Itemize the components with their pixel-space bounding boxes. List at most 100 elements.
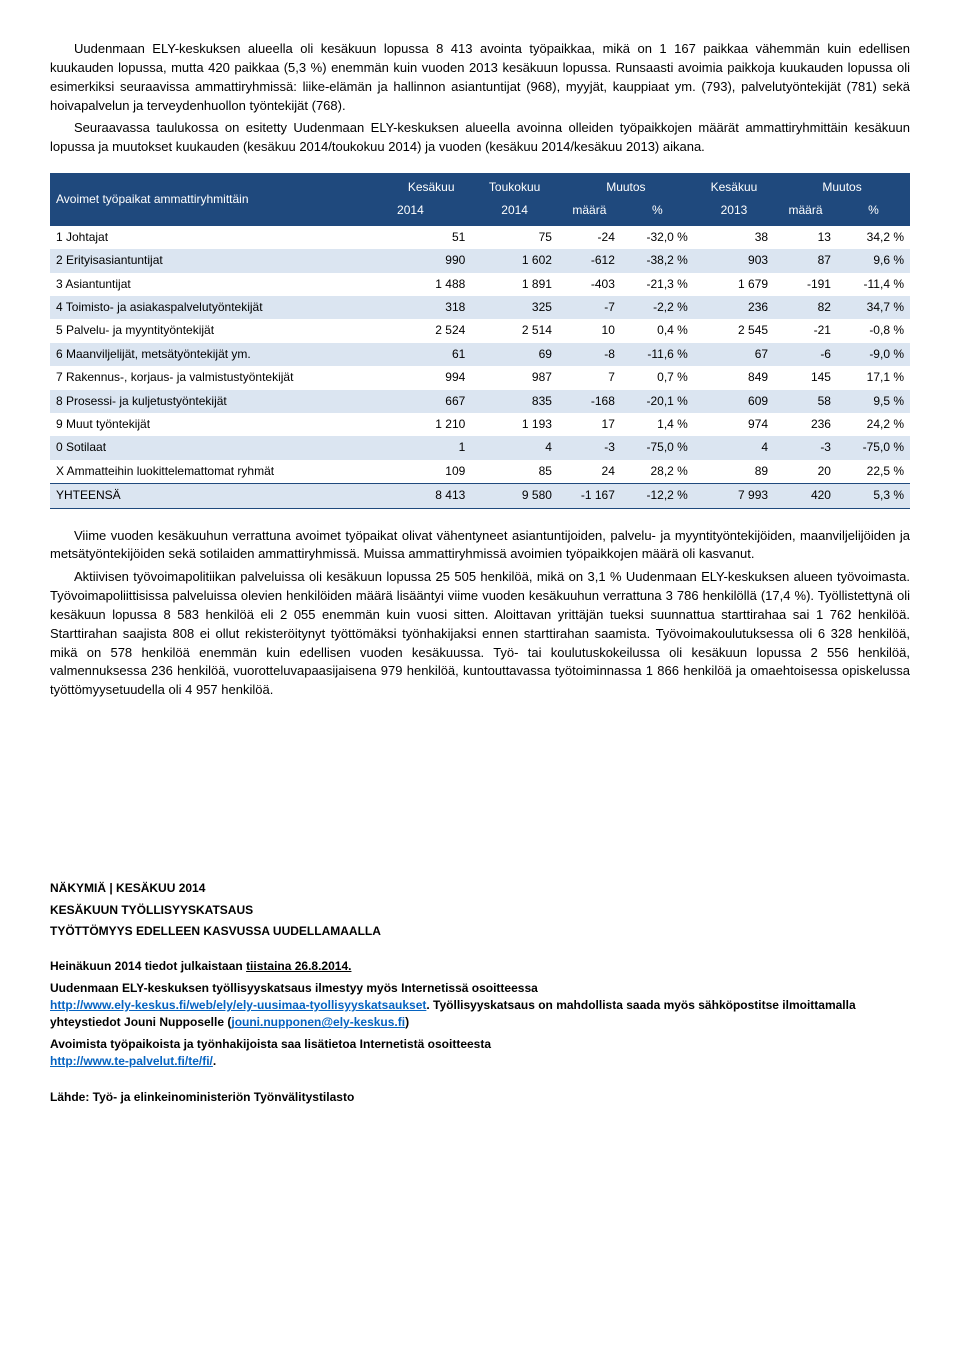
row-label: 8 Prosessi- ja kuljetustyöntekijät [50, 390, 391, 413]
row-value: 2 545 [694, 319, 774, 342]
table-row: 5 Palvelu- ja myyntityöntekijät2 5242 51… [50, 319, 910, 342]
row-label: 6 Maanviljelijät, metsätyöntekijät ym. [50, 343, 391, 366]
footer-link3[interactable]: http://www.te-palvelut.fi/te/fi/ [50, 1054, 213, 1068]
row-value: -11,4 % [837, 273, 910, 296]
row-value: 609 [694, 390, 774, 413]
row-value: 17,1 % [837, 366, 910, 389]
row-value: 9,6 % [837, 249, 910, 272]
row-value: -12,2 % [621, 484, 694, 508]
row-value: -21 [774, 319, 837, 342]
row-value: -1 167 [558, 484, 621, 508]
row-value: -24 [558, 226, 621, 249]
th-toukokuu-a: Toukokuu [471, 173, 558, 202]
row-value: 109 [391, 460, 471, 484]
row-value: 145 [774, 366, 837, 389]
intro-paragraph-1: Uudenmaan ELY-keskuksen alueella oli kes… [50, 40, 910, 115]
row-value: 51 [391, 226, 471, 249]
intro-paragraph-2: Seuraavassa taulukossa on esitetty Uuden… [50, 119, 910, 157]
row-label: 3 Asiantuntijat [50, 273, 391, 296]
row-value: 82 [774, 296, 837, 319]
th-muutos2-p: % [837, 202, 910, 225]
row-value: 61 [391, 343, 471, 366]
row-value: 1 [391, 436, 471, 459]
row-value: 87 [774, 249, 837, 272]
row-value: 7 [558, 366, 621, 389]
footer-block: NÄKYMIÄ | KESÄKUU 2014 KESÄKUUN TYÖLLISY… [50, 880, 910, 1106]
row-value: 1 679 [694, 273, 774, 296]
row-value: 69 [471, 343, 558, 366]
row-value: -11,6 % [621, 343, 694, 366]
th-kesakuu2014-b: 2014 [391, 202, 471, 225]
row-value: 420 [774, 484, 837, 508]
footer-l6b: ) [405, 1015, 409, 1029]
row-value: 994 [391, 366, 471, 389]
footer-l8: . [213, 1054, 216, 1068]
table-row: 7 Rakennus-, korjaus- ja valmistustyönte… [50, 366, 910, 389]
table-row: 6 Maanviljelijät, metsätyöntekijät ym.61… [50, 343, 910, 366]
row-value: -6 [774, 343, 837, 366]
row-value: 8 413 [391, 484, 471, 508]
row-value: -168 [558, 390, 621, 413]
row-value: 85 [471, 460, 558, 484]
footer-line3: TYÖTTÖMYYS EDELLEEN KASVUSSA UUDELLAMAAL… [50, 923, 910, 940]
row-value: -38,2 % [621, 249, 694, 272]
row-value: 0,7 % [621, 366, 694, 389]
row-label: YHTEENSÄ [50, 484, 391, 508]
row-value: 13 [774, 226, 837, 249]
row-value: -32,0 % [621, 226, 694, 249]
table-row: 0 Sotilaat14-3-75,0 %4-3-75,0 % [50, 436, 910, 459]
row-label: 1 Johtajat [50, 226, 391, 249]
row-value: 4 [471, 436, 558, 459]
footer-line5: Uudenmaan ELY-keskuksen työllisyyskatsau… [50, 980, 910, 1032]
row-value: -0,8 % [837, 319, 910, 342]
table-row: X Ammatteihin luokittelemattomat ryhmät1… [50, 460, 910, 484]
row-value: 987 [471, 366, 558, 389]
row-value: -20,1 % [621, 390, 694, 413]
row-value: 28,2 % [621, 460, 694, 484]
table-row: 4 Toimisto- ja asiakaspalvelutyöntekijät… [50, 296, 910, 319]
row-value: 974 [694, 413, 774, 436]
footer-l4b: tiistaina 26.8.2014. [246, 959, 351, 973]
row-value: 10 [558, 319, 621, 342]
row-value: 75 [471, 226, 558, 249]
row-value: -21,3 % [621, 273, 694, 296]
body-paragraph-2: Aktiivisen työvoimapolitiikan palveluiss… [50, 568, 910, 700]
row-value: 17 [558, 413, 621, 436]
row-value: 236 [694, 296, 774, 319]
th-muutos1: Muutos [558, 173, 694, 202]
footer-l4a: Heinäkuun 2014 tiedot julkaistaan [50, 959, 246, 973]
row-value: 1,4 % [621, 413, 694, 436]
footer-line4: Heinäkuun 2014 tiedot julkaistaan tiista… [50, 958, 910, 975]
row-value: 667 [391, 390, 471, 413]
footer-link1[interactable]: http://www.ely-keskus.fi/web/ely/ely-uus… [50, 998, 426, 1012]
th-kesakuu2014-a: Kesäkuu [391, 173, 471, 202]
jobs-table: Avoimet työpaikat ammattiryhmittäin Kesä… [50, 173, 910, 508]
row-label: X Ammatteihin luokittelemattomat ryhmät [50, 460, 391, 484]
row-value: -3 [774, 436, 837, 459]
table-row: 2 Erityisasiantuntijat9901 602-612-38,2 … [50, 249, 910, 272]
row-value: -403 [558, 273, 621, 296]
row-value: -612 [558, 249, 621, 272]
table-row: 3 Asiantuntijat1 4881 891-403-21,3 %1 67… [50, 273, 910, 296]
body-paragraph-1: Viime vuoden kesäkuuhun verrattuna avoim… [50, 527, 910, 565]
row-value: 24,2 % [837, 413, 910, 436]
row-value: 1 602 [471, 249, 558, 272]
th-muutos1-m: määrä [558, 202, 621, 225]
row-value: -3 [558, 436, 621, 459]
row-value: 9 580 [471, 484, 558, 508]
footer-source: Lähde: Työ- ja elinkeinoministeriön Työn… [50, 1089, 910, 1106]
footer-line1: NÄKYMIÄ | KESÄKUU 2014 [50, 880, 910, 897]
th-toukokuu-b: 2014 [471, 202, 558, 225]
footer-line7: Avoimista työpaikoista ja työnhakijoista… [50, 1036, 910, 1071]
row-value: 34,2 % [837, 226, 910, 249]
row-value: 849 [694, 366, 774, 389]
footer-l7: Avoimista työpaikoista ja työnhakijoista… [50, 1037, 491, 1051]
row-label: 2 Erityisasiantuntijat [50, 249, 391, 272]
row-value: 89 [694, 460, 774, 484]
th-muutos1-p: % [621, 202, 694, 225]
footer-link2[interactable]: jouni.nupponen@ely-keskus.fi [231, 1015, 405, 1029]
th-kesakuu2013-b: 2013 [694, 202, 774, 225]
row-value: 4 [694, 436, 774, 459]
row-value: 325 [471, 296, 558, 319]
th-muutos2-m: määrä [774, 202, 837, 225]
